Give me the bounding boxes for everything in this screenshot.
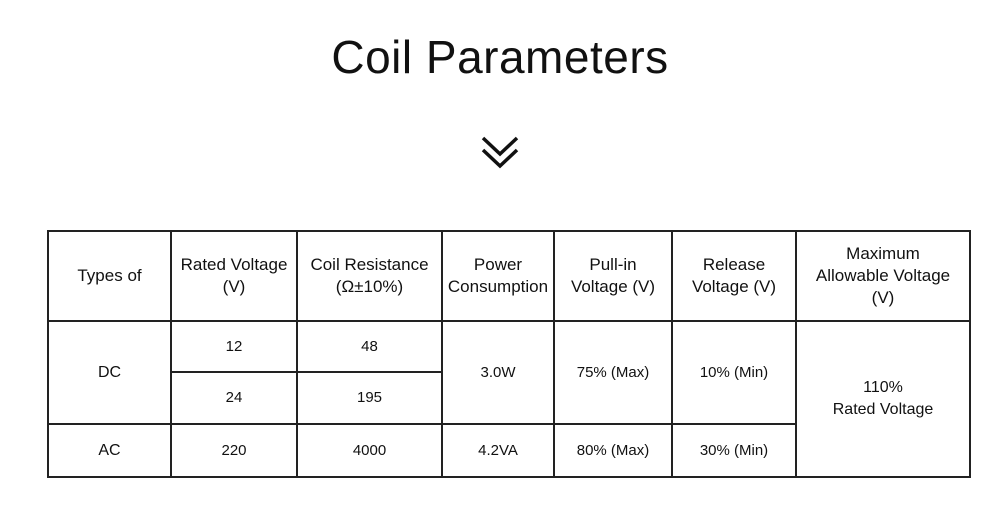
row: DC 12 48 3.0W 75% (Max) 10% (Min) 110% R… [47,320,971,478]
row: AC 220 4000 4.2VA 80% (Max) 30% (Min) [47,423,970,478]
cell: 24 [170,371,298,425]
cell: 3.0W [441,320,555,425]
cell: 110% Rated Voltage [795,320,971,478]
column-header: Maximum Allowable Voltage (V) [795,230,971,322]
cell: 30% (Min) [671,423,797,478]
coil-table: Types of Rated Voltage (V) Coil Resistan… [47,230,971,478]
column-header: Power Consumption [441,230,555,322]
cell: 4.2VA [441,423,555,478]
cell: AC [47,423,172,478]
cell: 12 [170,320,298,373]
cell: 220 [170,423,298,478]
cell: 4000 [296,423,443,478]
chevron-icon [481,136,519,169]
column-header: Pull-in Voltage (V) [553,230,673,322]
column-header: Release Voltage (V) [671,230,797,322]
cell: 48 [296,320,443,373]
column-header: Types of [47,230,172,322]
column-header: Coil Resistance (Ω±10%) [296,230,443,322]
cell: 195 [296,371,443,425]
cell: 10% (Min) [671,320,797,425]
row: 24 195 [48,371,970,425]
page-title: Coil Parameters [331,31,669,83]
cell: 75% (Max) [553,320,673,425]
cell: DC [47,320,172,425]
cell: 80% (Max) [553,423,673,478]
column-header: Rated Voltage (V) [170,230,298,322]
header-row: Types of Rated Voltage (V) Coil Resistan… [47,230,971,322]
